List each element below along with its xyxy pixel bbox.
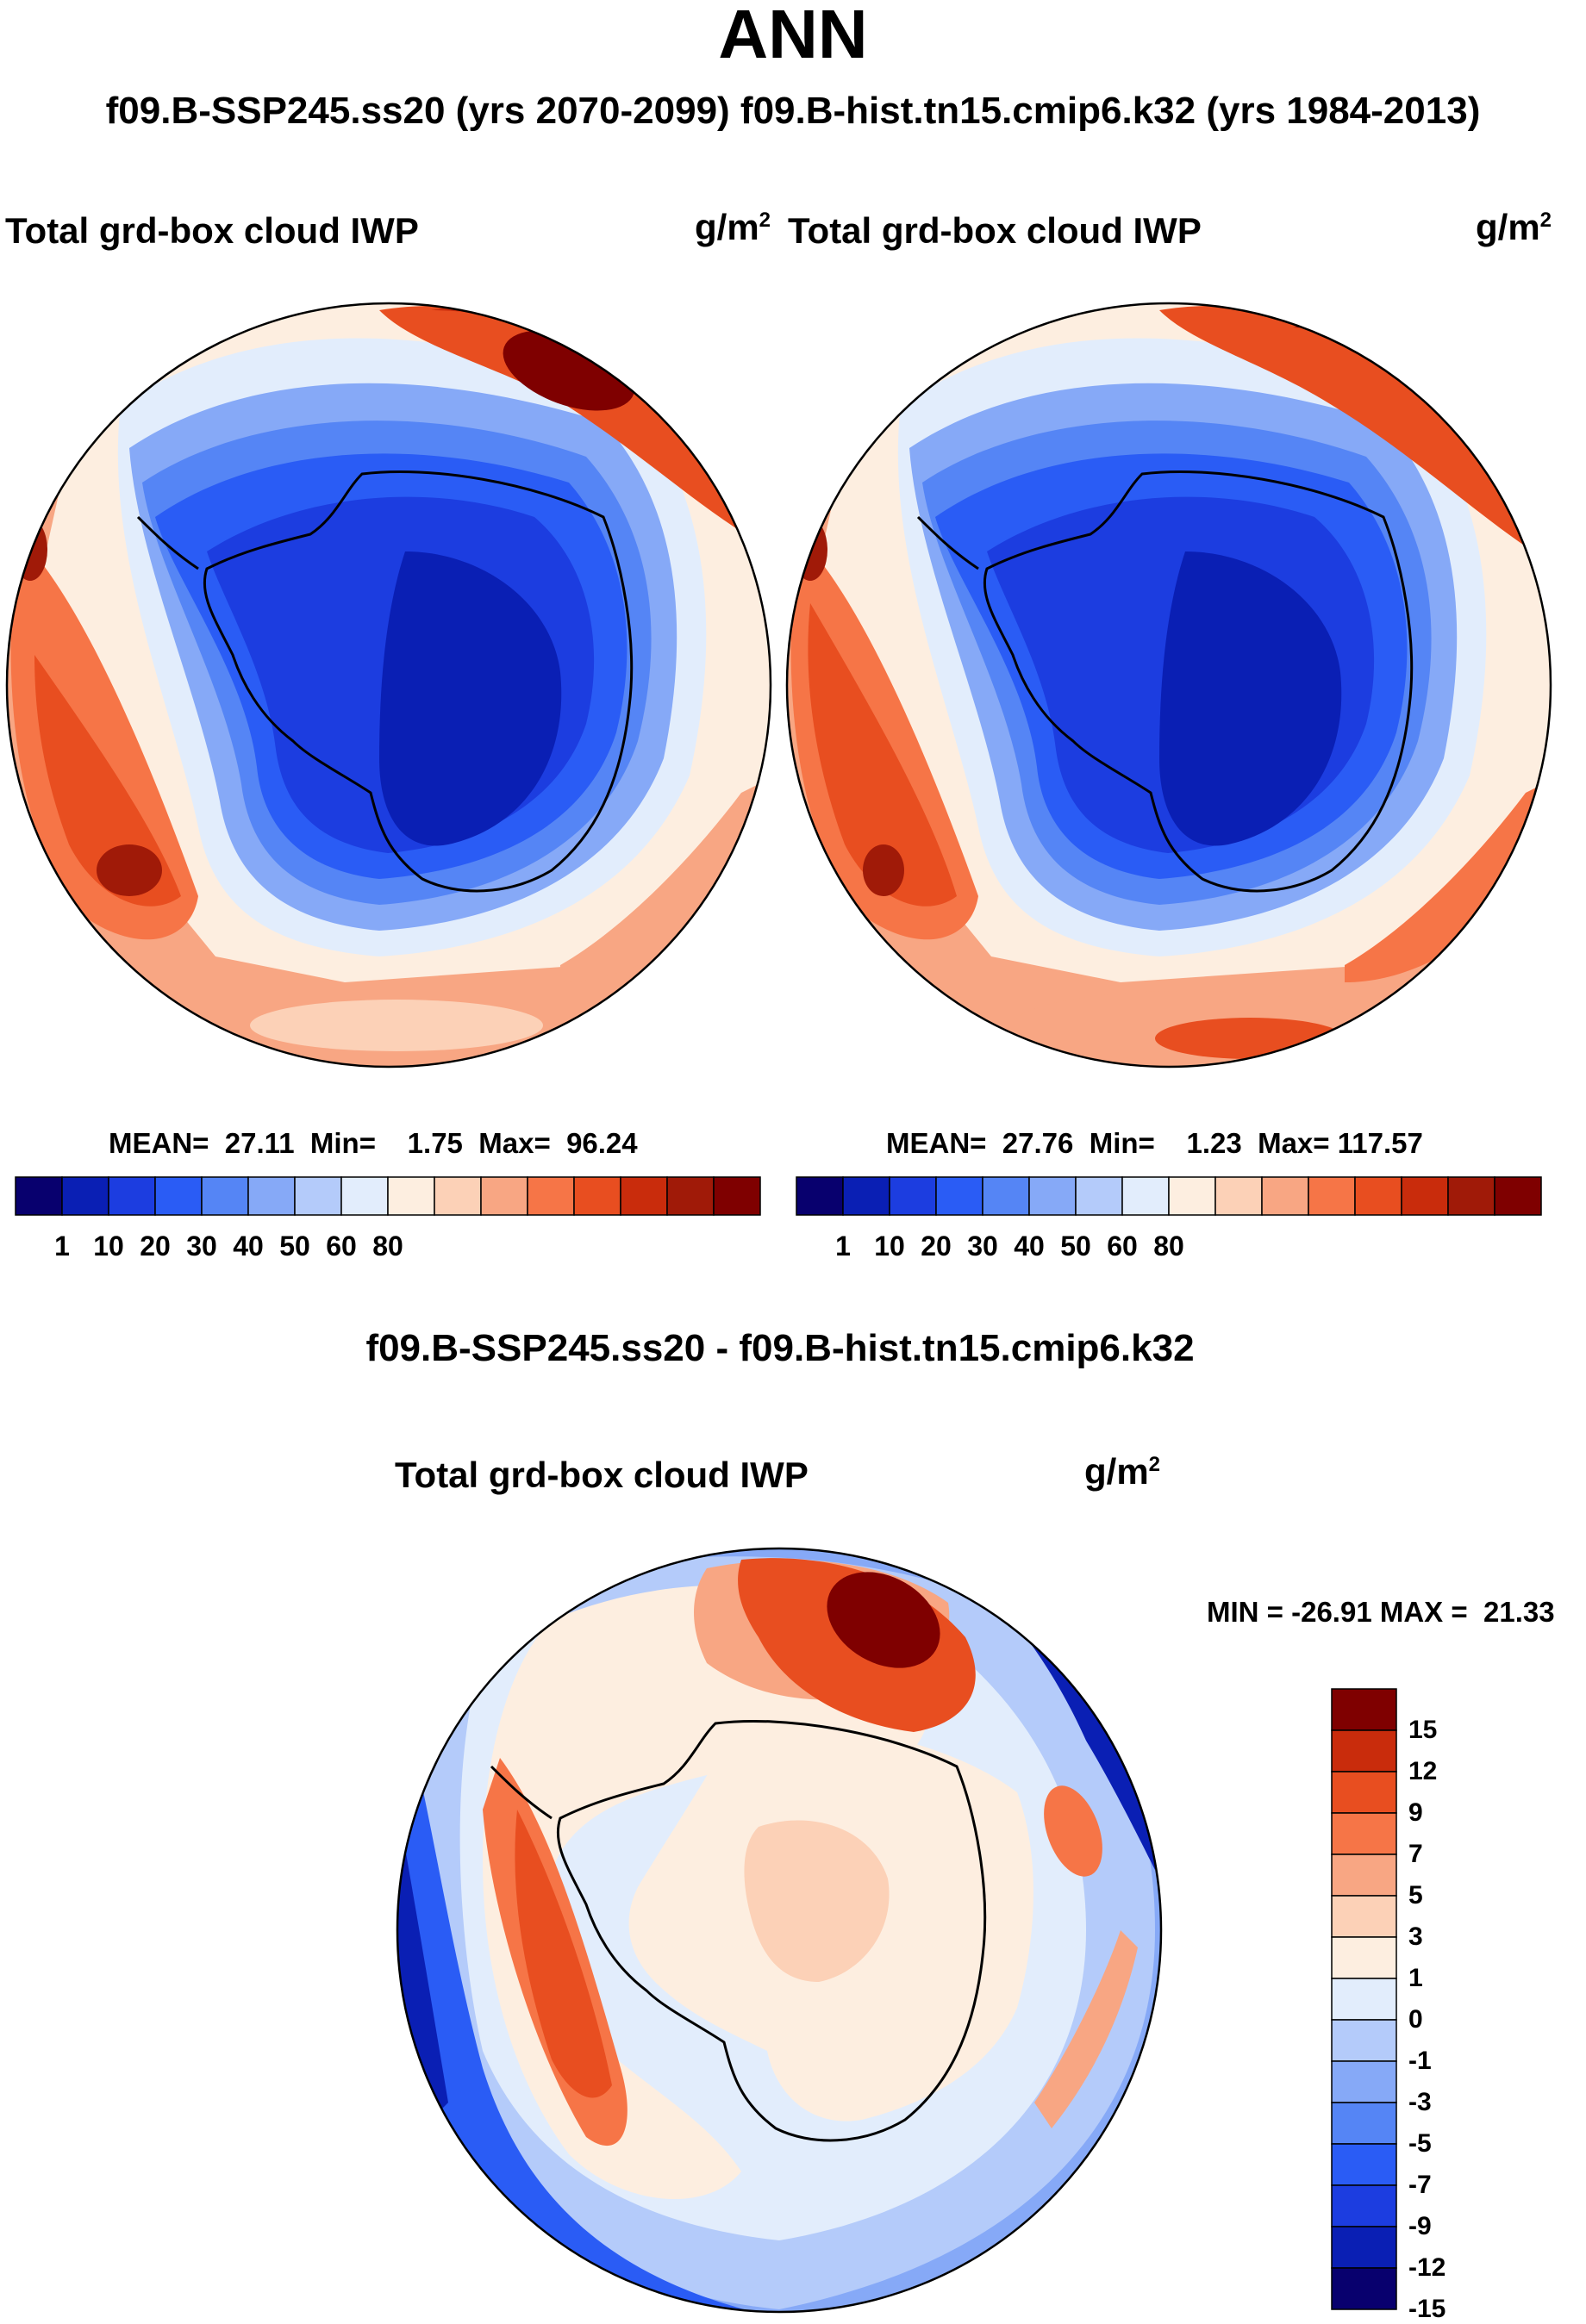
colorbar-swatch xyxy=(713,1176,761,1216)
colorbar-tick-label: -3 xyxy=(1408,2088,1432,2116)
panel1-map xyxy=(7,303,771,1067)
colorbar-tick-label: -5 xyxy=(1408,2129,1432,2158)
colorbar-tick-label: 1 xyxy=(835,1231,851,1262)
colorbar-tick-label: 40 xyxy=(233,1231,264,1262)
colorbar-tick-label: 80 xyxy=(372,1231,403,1262)
panel2-map xyxy=(787,303,1551,1067)
panel1-colorbar xyxy=(15,1176,761,1216)
colorbar-swatch xyxy=(1331,2267,1397,2310)
colorbar-tick-label: 15 xyxy=(1408,1716,1438,1744)
colorbar-swatch xyxy=(982,1176,1030,1216)
colorbar-swatch xyxy=(1331,1895,1397,1938)
colorbar-swatch xyxy=(1075,1176,1123,1216)
colorbar-swatch xyxy=(1494,1176,1542,1216)
colorbar-tick-label: 9 xyxy=(1408,1798,1423,1827)
colorbar-tick-label: 5 xyxy=(1408,1881,1423,1910)
colorbar-swatch xyxy=(294,1176,342,1216)
colorbar-tick-label: -9 xyxy=(1408,2212,1432,2240)
subtitle: f09.B-SSP245.ss20 (yrs 2070-2099) f09.B-… xyxy=(105,90,1481,132)
colorbar-swatch xyxy=(1331,1688,1397,1731)
panel1-units: g/m2 xyxy=(695,207,771,247)
colorbar-tick-label: 10 xyxy=(874,1231,905,1262)
colorbar-swatch xyxy=(480,1176,528,1216)
colorbar-tick-label: 50 xyxy=(279,1231,310,1262)
colorbar-tick-label: 20 xyxy=(921,1231,952,1262)
colorbar-swatch xyxy=(61,1176,109,1216)
colorbar-swatch xyxy=(1168,1176,1216,1216)
colorbar-tick-label: 30 xyxy=(186,1231,217,1262)
colorbar-swatch xyxy=(1261,1176,1309,1216)
colorbar-tick-label: 30 xyxy=(967,1231,998,1262)
colorbar-tick-label: -12 xyxy=(1408,2253,1446,2282)
panel1-title: Total grd-box cloud IWP xyxy=(5,210,419,251)
colorbar-swatch xyxy=(1331,1978,1397,2021)
colorbar-tick-label: 10 xyxy=(93,1231,124,1262)
colorbar-swatch xyxy=(1331,2143,1397,2186)
colorbar-swatch xyxy=(1331,1936,1397,1979)
panel3-title: Total grd-box cloud IWP xyxy=(395,1455,809,1495)
panel3-units: g/m2 xyxy=(1084,1451,1161,1492)
colorbar-swatch xyxy=(1331,2019,1397,2062)
colorbar-swatch xyxy=(1331,1854,1397,1897)
colorbar-swatch xyxy=(1354,1176,1402,1216)
colorbar-tick-label: 40 xyxy=(1014,1231,1045,1262)
panel3-map xyxy=(397,1548,1161,2312)
colorbar-swatch xyxy=(1331,1771,1397,1814)
colorbar-tick-label: 7 xyxy=(1408,1840,1423,1868)
colorbar-swatch xyxy=(889,1176,937,1216)
colorbar-tick-label: 20 xyxy=(140,1231,171,1262)
colorbar-swatch xyxy=(1121,1176,1170,1216)
panel1-stats: MEAN= 27.11 Min= 1.75 Max= 96.24 xyxy=(109,1127,638,1159)
colorbar-tick-label: 1 xyxy=(54,1231,70,1262)
colorbar-swatch xyxy=(1331,2102,1397,2145)
colorbar-swatch xyxy=(796,1176,844,1216)
colorbar-swatch xyxy=(842,1176,890,1216)
panel2-stats: MEAN= 27.76 Min= 1.23 Max= 117.57 xyxy=(886,1127,1423,1159)
colorbar-swatch xyxy=(1331,2226,1397,2269)
colorbar-swatch xyxy=(1331,2184,1397,2227)
colorbar-swatch xyxy=(935,1176,983,1216)
colorbar-swatch xyxy=(1028,1176,1077,1216)
colorbar-swatch xyxy=(387,1176,435,1216)
colorbar-swatch xyxy=(340,1176,389,1216)
colorbar-swatch xyxy=(1331,2060,1397,2103)
colorbar-swatch xyxy=(108,1176,156,1216)
colorbar-tick-label: 50 xyxy=(1060,1231,1091,1262)
colorbar-tick-label: -15 xyxy=(1408,2295,1446,2323)
colorbar-swatch xyxy=(1331,1812,1397,1855)
colorbar-swatch xyxy=(154,1176,203,1216)
colorbar-tick-label: 60 xyxy=(326,1231,357,1262)
colorbar-tick-label: 0 xyxy=(1408,2005,1423,2034)
colorbar-tick-label: 12 xyxy=(1408,1757,1438,1785)
colorbar-swatch xyxy=(666,1176,715,1216)
panel3-colorbar xyxy=(1331,1688,1397,2310)
colorbar-swatch xyxy=(434,1176,482,1216)
difference-title: f09.B-SSP245.ss20 - f09.B-hist.tn15.cmip… xyxy=(365,1327,1195,1369)
colorbar-tick-label: -1 xyxy=(1408,2047,1432,2075)
panel2-colorbar xyxy=(796,1176,1542,1216)
colorbar-swatch xyxy=(573,1176,621,1216)
colorbar-swatch xyxy=(1401,1176,1449,1216)
colorbar-tick-label: 80 xyxy=(1153,1231,1184,1262)
panel2-title: Total grd-box cloud IWP xyxy=(788,210,1202,251)
colorbar-swatch xyxy=(527,1176,575,1216)
colorbar-swatch xyxy=(201,1176,249,1216)
colorbar-swatch xyxy=(1214,1176,1263,1216)
panel2-units: g/m2 xyxy=(1476,207,1552,247)
colorbar-tick-label: -7 xyxy=(1408,2171,1432,2199)
colorbar-swatch xyxy=(620,1176,668,1216)
colorbar-tick-label: 60 xyxy=(1107,1231,1138,1262)
colorbar-swatch xyxy=(1447,1176,1495,1216)
colorbar-swatch xyxy=(1331,1729,1397,1773)
colorbar-tick-label: 3 xyxy=(1408,1922,1423,1951)
colorbar-swatch xyxy=(247,1176,296,1216)
main-title: ANN xyxy=(718,0,868,72)
colorbar-swatch xyxy=(1308,1176,1356,1216)
colorbar-swatch xyxy=(15,1176,63,1216)
colorbar-tick-label: 1 xyxy=(1408,1964,1423,1992)
panel3-stats: MIN = -26.91 MAX = 21.33 xyxy=(1207,1596,1555,1628)
